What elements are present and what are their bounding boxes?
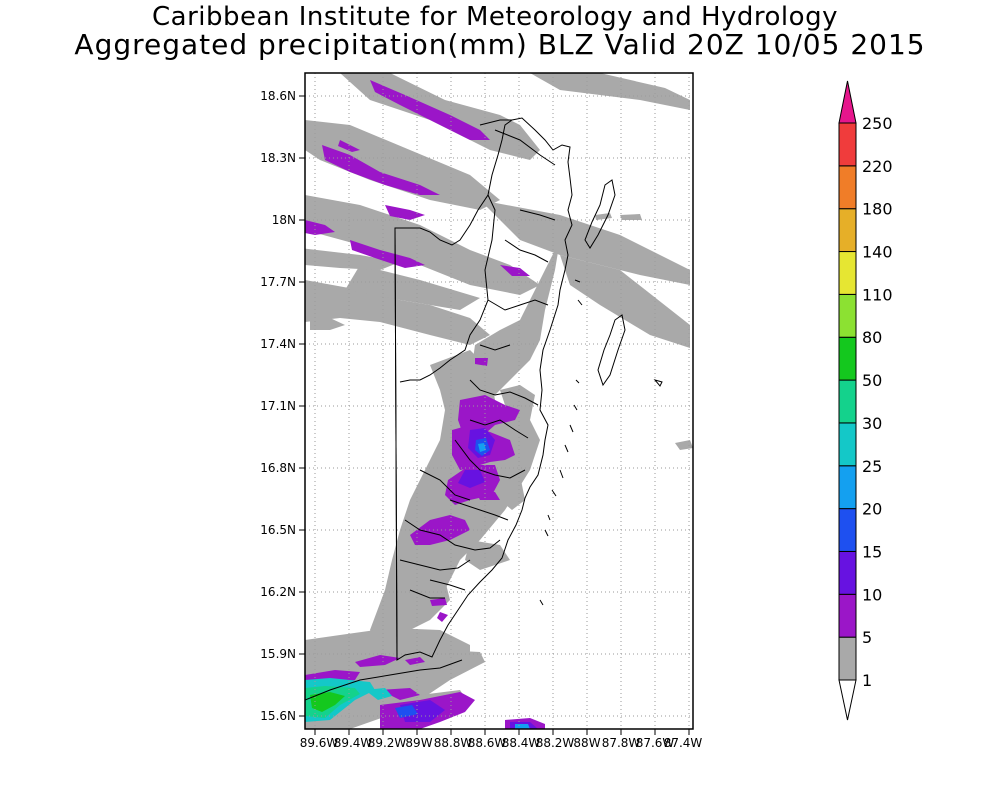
colorbar-swatch <box>838 379 857 424</box>
lon-tick-label: 87.8W <box>602 736 641 750</box>
lat-tick-label: 17.1N <box>260 399 296 413</box>
lat-tick-label: 17.4N <box>260 337 296 351</box>
colorbar-swatch <box>838 636 857 681</box>
colorbar-label: 1 <box>862 671 872 690</box>
lon-tick-label: 87.6W <box>636 736 675 750</box>
colorbar-label: 30 <box>862 414 882 433</box>
grid-lines <box>305 73 693 729</box>
lat-tick-label: 15.9N <box>260 647 296 661</box>
colorbar-swatch <box>838 293 857 338</box>
lat-tick-label: 16.5N <box>260 523 296 537</box>
boundaries <box>305 117 663 701</box>
colorbar-swatch <box>838 251 857 295</box>
y-axis: 15.6N 15.9N 16.2N 16.5N 16.8N 17.1N 17.4… <box>260 89 305 723</box>
colorbar-label: 25 <box>862 457 882 476</box>
precip-band-50-80mm <box>310 692 345 712</box>
colorbar-swatch <box>838 336 857 381</box>
colorbar-label: 50 <box>862 371 882 390</box>
colorbar-swatch <box>838 122 857 167</box>
lon-tick-label: 88.8W <box>434 736 473 750</box>
colorbar-label: 140 <box>862 243 893 262</box>
lon-tick-label: 89.2W <box>368 736 407 750</box>
colorbar-label: 110 <box>862 285 893 304</box>
colorbar-swatch <box>838 508 857 552</box>
map-title: Aggregated precipitation(mm) BLZ Valid 2… <box>74 28 926 61</box>
colorbar-label: 20 <box>862 500 882 519</box>
lat-tick-label: 16.2N <box>260 585 296 599</box>
precip-field <box>305 73 693 729</box>
lat-tick-label: 18.6N <box>260 89 296 103</box>
colorbar-label: 250 <box>862 114 893 133</box>
turneffe-atoll <box>597 314 626 387</box>
colorbar-swatch <box>838 550 857 595</box>
lon-tick-label: 87.4W <box>664 736 703 750</box>
lon-tick-label: 88W <box>573 736 600 750</box>
lon-tick-label: 89W <box>405 736 432 750</box>
colorbar-label: 220 <box>862 157 893 176</box>
lon-tick-label: 88.4W <box>502 736 541 750</box>
title-line1: Caribbean Institute for Meteorology and … <box>152 2 838 32</box>
lat-tick-label: 18N <box>272 213 296 227</box>
lat-tick-label: 17.7N <box>260 275 296 289</box>
lon-tick-label: 88.2W <box>536 736 575 750</box>
guatemala-border <box>394 227 398 661</box>
ambergris-caye <box>584 179 616 249</box>
lon-tick-label: 89.6W <box>300 736 339 750</box>
colorbar-max-arrow <box>838 80 857 124</box>
colorbar-swatch <box>838 422 857 467</box>
colorbar-label: 80 <box>862 328 882 347</box>
map-frame <box>304 72 694 730</box>
district-lines <box>399 194 556 599</box>
lat-tick-label: 16.8N <box>260 461 296 475</box>
belize-outline <box>394 117 573 661</box>
colorbar-swatch <box>838 593 857 638</box>
colorbar-label: 15 <box>862 542 882 561</box>
lon-tick-label: 89.4W <box>334 736 373 750</box>
honduras-coast <box>305 659 463 701</box>
mexico-border <box>479 119 556 166</box>
colorbar-label: 180 <box>862 200 893 219</box>
lat-tick-label: 18.3N <box>260 151 296 165</box>
caye-chain <box>539 279 663 606</box>
x-axis: 89.6W 89.4W 89.2W 89W 88.8W 88.6W 88.4W … <box>300 729 703 750</box>
lat-tick-label: 15.6N <box>260 709 296 723</box>
colorbar-swatch <box>838 165 857 210</box>
colorbar-label: 5 <box>862 628 872 647</box>
lon-tick-label: 88.6W <box>468 736 507 750</box>
colorbar-swatch <box>838 465 857 510</box>
colorbar-min-arrow <box>838 679 857 721</box>
colorbar-label: 10 <box>862 585 882 604</box>
colorbar-swatch <box>838 208 857 253</box>
